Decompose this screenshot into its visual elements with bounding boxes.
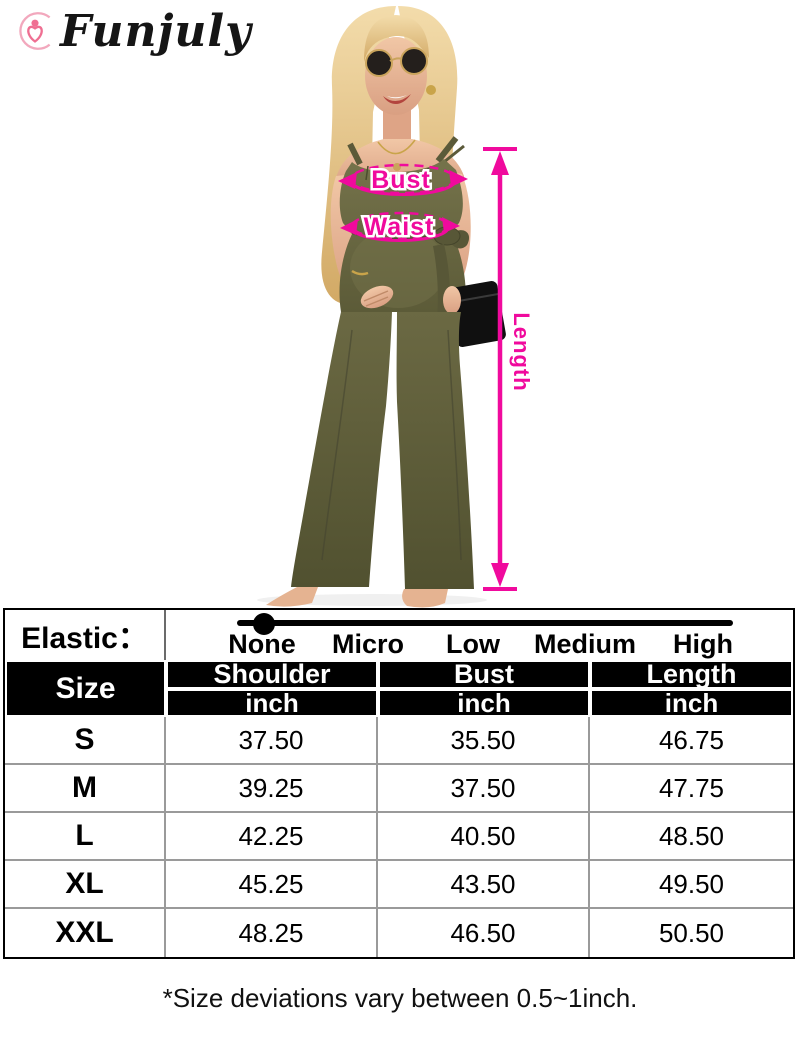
row-xl-shoulder: 45.25: [166, 861, 378, 909]
unit-length: inch: [590, 688, 793, 718]
elastic-scale: None Micro Low Medium High: [166, 610, 793, 660]
elastic-slider-track: [237, 620, 733, 626]
product-photo: Bust Waist Length: [257, 6, 537, 608]
row-m-size: M: [5, 765, 166, 813]
mother-heart-icon: [19, 12, 51, 50]
row-s-shoulder: 37.50: [166, 717, 378, 765]
elastic-slider-dot: [253, 613, 275, 635]
row-s-length: 46.75: [590, 717, 793, 765]
elastic-option-low: Low: [446, 629, 500, 659]
row-xl-length: 49.50: [590, 861, 793, 909]
elastic-option-medium: Medium: [533, 629, 637, 659]
bust-label: Bust: [371, 166, 431, 194]
bust-measure-annotation: Bust: [338, 164, 468, 197]
row-xxl-size: XXL: [5, 909, 166, 957]
header-shoulder: Shoulder: [166, 659, 378, 689]
unit-shoulder: inch: [166, 688, 378, 718]
row-l-size: L: [5, 813, 166, 861]
header-length: Length: [590, 659, 793, 689]
elastic-option-micro: Micro: [331, 629, 405, 659]
row-m-bust: 37.50: [378, 765, 590, 813]
waist-label: Waist: [364, 213, 435, 241]
row-xxl-bust: 46.50: [378, 909, 590, 957]
elastic-row-label: Elastic：: [5, 610, 166, 660]
row-l-shoulder: 42.25: [166, 813, 378, 861]
row-xl-bust: 43.50: [378, 861, 590, 909]
row-s-bust: 35.50: [378, 717, 590, 765]
size-deviation-note: *Size deviations vary between 0.5~1inch.: [162, 983, 638, 1013]
header-size: Size: [5, 660, 166, 717]
row-m-shoulder: 39.25: [166, 765, 378, 813]
row-s-size: S: [5, 717, 166, 765]
length-label: Length: [509, 312, 534, 391]
header-bust: Bust: [378, 659, 590, 689]
elastic-option-high: High: [673, 629, 733, 659]
unit-bust: inch: [378, 688, 590, 718]
row-l-bust: 40.50: [378, 813, 590, 861]
brand-logo: Funjuly: [12, 6, 252, 57]
row-m-length: 47.75: [590, 765, 793, 813]
sunglasses-icon: [365, 47, 428, 77]
waist-measure-annotation: Waist: [340, 211, 460, 244]
row-xxl-shoulder: 48.25: [166, 909, 378, 957]
row-l-length: 48.50: [590, 813, 793, 861]
size-table: Elastic： None Micro Low Medium High Size…: [3, 608, 795, 959]
length-measure-arrow: Length: [483, 147, 537, 591]
row-xxl-length: 50.50: [658, 917, 725, 948]
row-xl-size: XL: [5, 861, 166, 909]
model-illustration: [257, 6, 506, 608]
brand-name: Funjuly: [60, 6, 252, 57]
elastic-option-none: None: [228, 629, 296, 659]
